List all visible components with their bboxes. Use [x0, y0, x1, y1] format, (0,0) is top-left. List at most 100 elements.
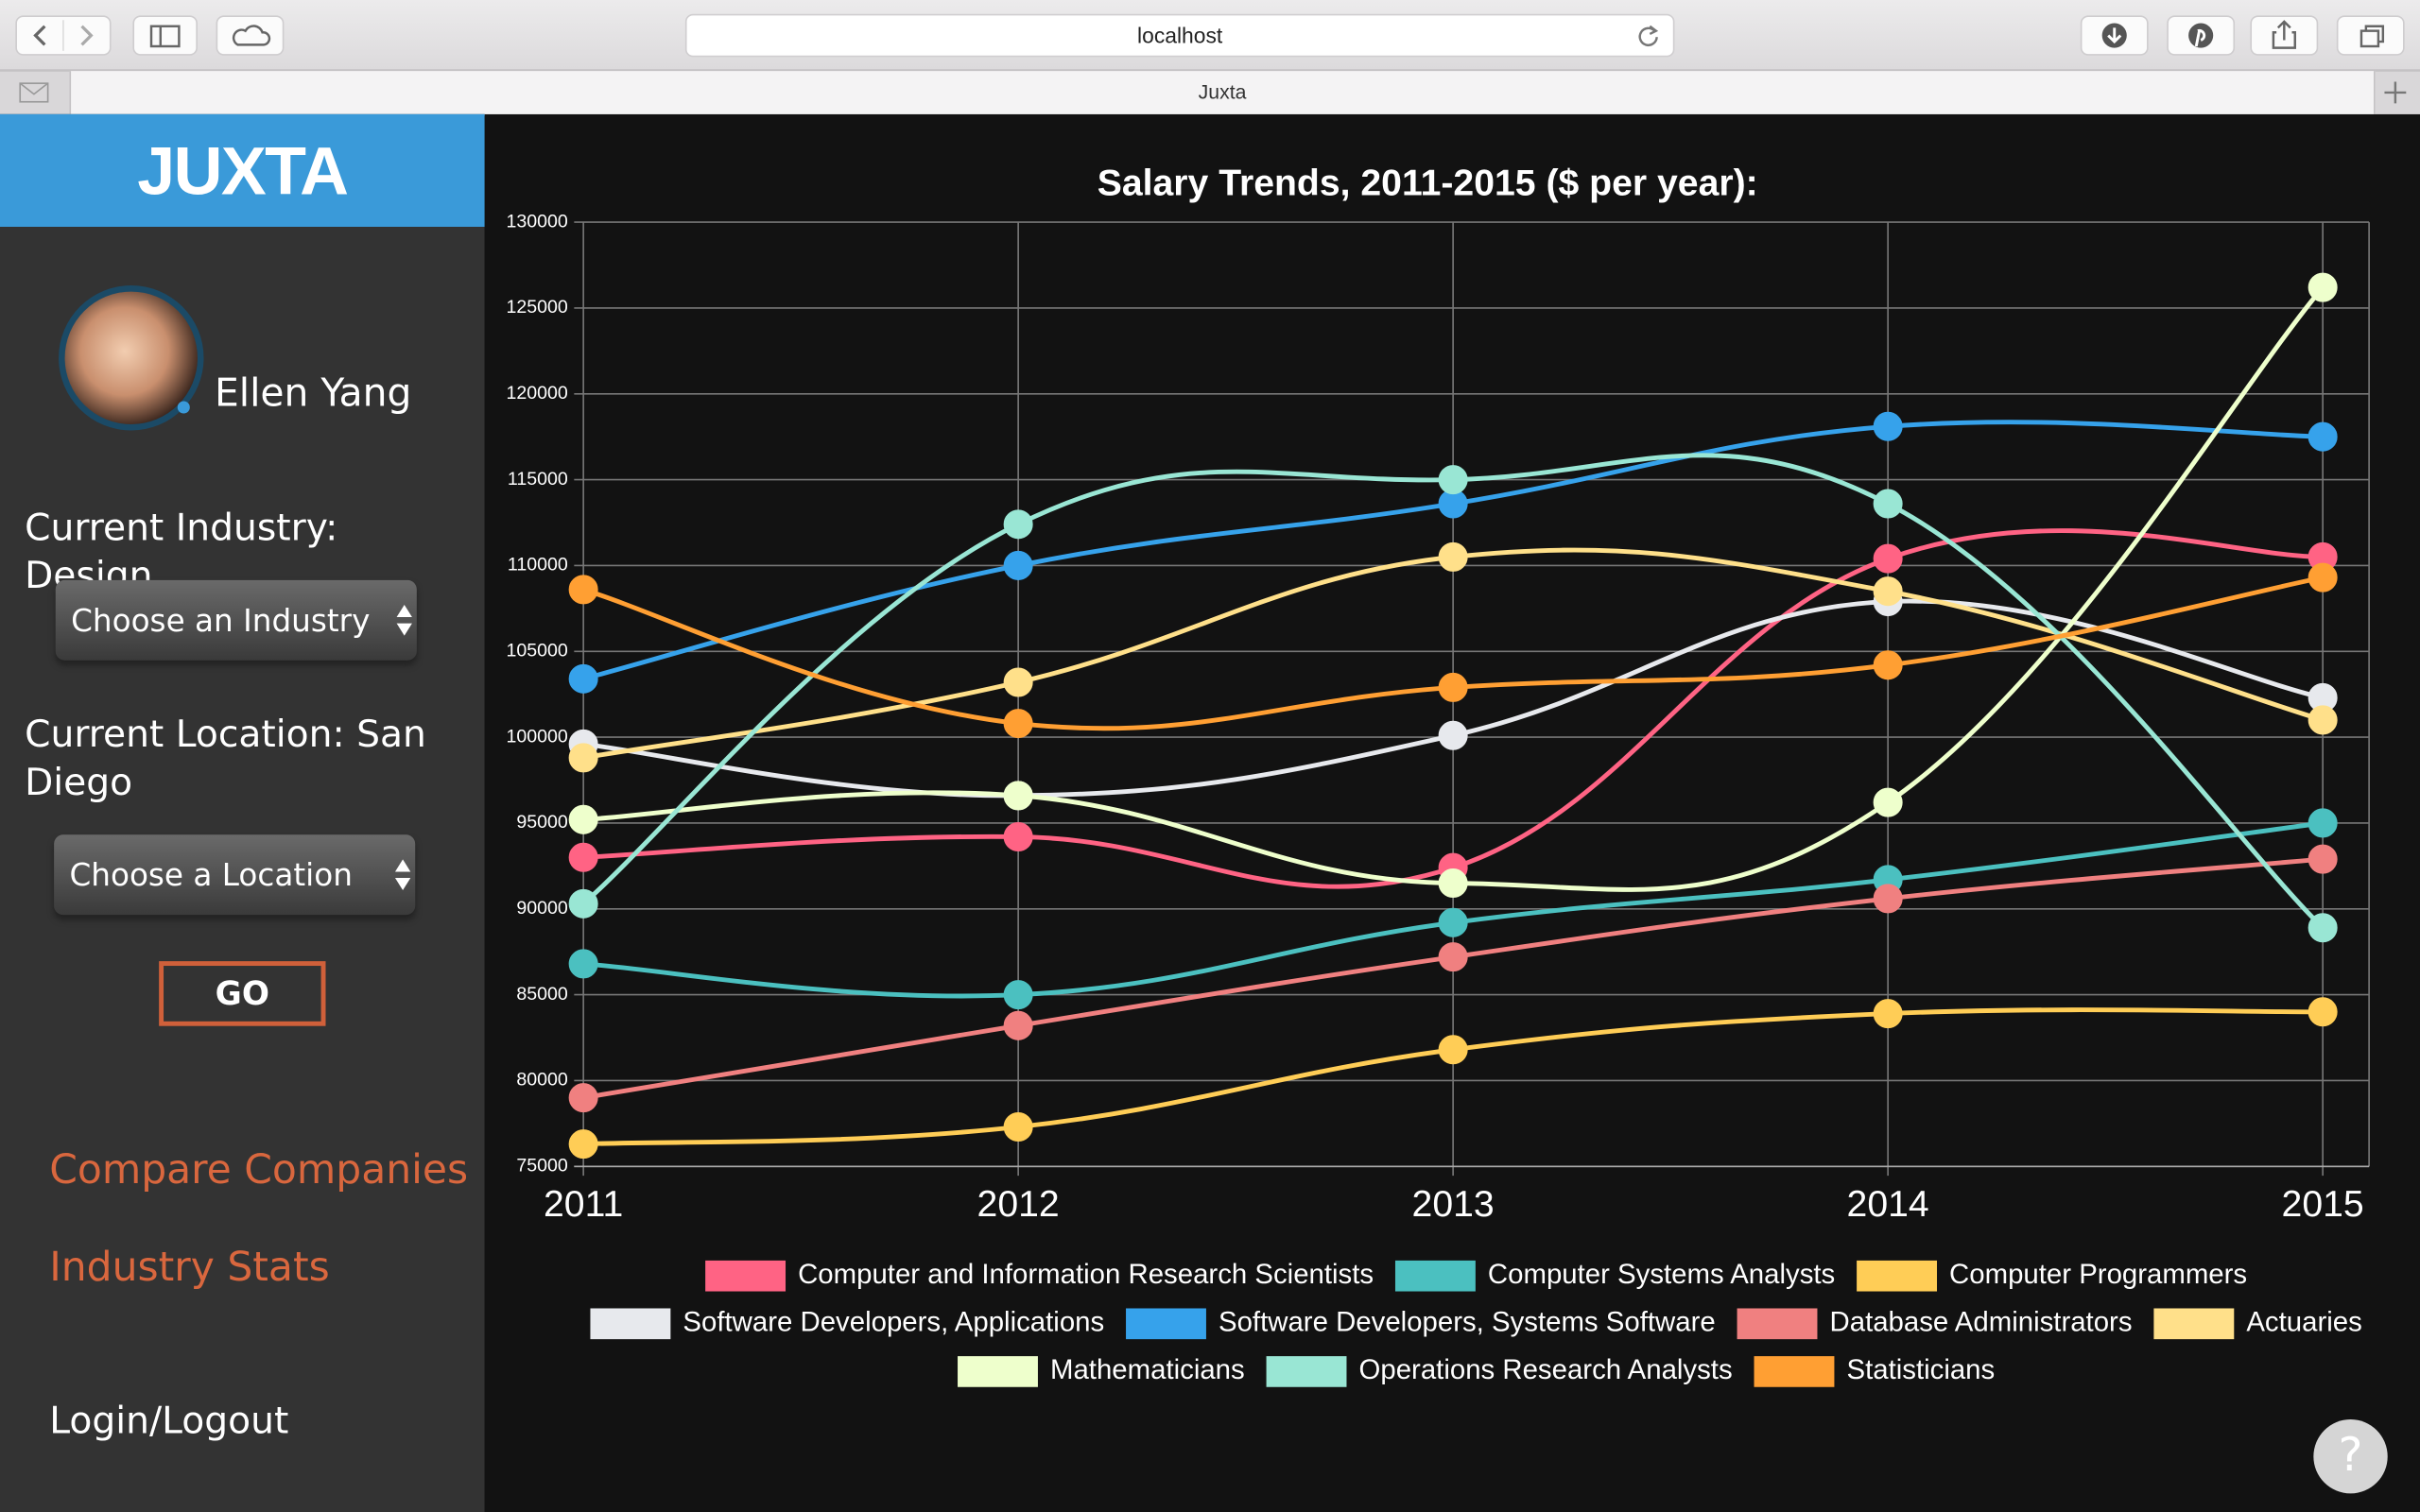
legend-item: Database Administrators: [1737, 1307, 2133, 1340]
data-point: [2308, 562, 2338, 593]
data-point: [1438, 868, 1468, 899]
legend-swatch: [1394, 1260, 1476, 1292]
avatar-photo: [64, 291, 198, 424]
legend-label: Database Administrators: [1830, 1307, 2133, 1338]
y-tick-label: 115000: [508, 469, 568, 490]
mail-icon: [19, 82, 49, 103]
location-select-text: Choose a Location: [69, 856, 353, 894]
tab[interactable]: Juxta: [69, 71, 2376, 114]
data-point: [1438, 1035, 1468, 1065]
logo[interactable]: JUXTA: [0, 113, 485, 227]
browser-toolbar: localhost: [0, 0, 2420, 72]
data-point: [1003, 550, 1033, 580]
data-point: [568, 888, 598, 919]
y-tick-label: 105000: [506, 640, 567, 661]
go-button[interactable]: GO: [159, 961, 326, 1026]
y-tick-label: 75000: [516, 1155, 568, 1176]
data-point: [568, 804, 598, 834]
data-point: [1873, 650, 1903, 680]
data-point: [2308, 421, 2338, 452]
data-point: [1438, 541, 1468, 572]
legend-item: Software Developers, Systems Software: [1126, 1307, 1716, 1340]
y-tick-label: 80000: [516, 1070, 568, 1091]
y-tick-label: 100000: [506, 726, 567, 747]
nav-link[interactable]: Industry Stats: [49, 1245, 330, 1292]
legend-label: Mathematicians: [1050, 1354, 1245, 1385]
sidebar: JUXTA Ellen Yang Current Industry: Desig…: [0, 113, 485, 1512]
data-point: [1873, 411, 1903, 441]
y-tick-label: 120000: [506, 383, 567, 404]
tabs-icon: [2360, 25, 2385, 48]
status-dot: [177, 401, 190, 414]
legend-label: Software Developers, Applications: [683, 1307, 1104, 1338]
legend-item: Computer Systems Analysts: [1394, 1259, 1835, 1292]
data-point: [2308, 997, 2338, 1027]
avatar[interactable]: [56, 281, 210, 435]
share-icon: [2272, 20, 2296, 49]
legend-label: Operations Research Analysts: [1359, 1354, 1733, 1385]
icloud-button[interactable]: [216, 15, 285, 56]
data-point: [568, 663, 598, 694]
tabs-button[interactable]: [2336, 15, 2405, 56]
x-tick-label: 2012: [977, 1184, 1060, 1225]
data-point: [1873, 576, 1903, 607]
data-point: [1438, 942, 1468, 972]
industry-select-text: Choose an Industry: [71, 601, 371, 639]
legend-item: Computer Programmers: [1857, 1259, 2247, 1292]
nav-buttons[interactable]: [15, 15, 112, 56]
data-point: [1003, 821, 1033, 851]
legend-item: Software Developers, Applications: [590, 1307, 1104, 1340]
legend-swatch: [1754, 1356, 1835, 1387]
data-point: [1438, 465, 1468, 495]
data-point: [1438, 672, 1468, 702]
downloads-button[interactable]: [2080, 15, 2149, 56]
data-point: [1003, 667, 1033, 697]
data-point: [1873, 999, 1903, 1029]
reload-icon[interactable]: [1636, 23, 1661, 47]
nav-link[interactable]: Compare Companies: [49, 1147, 469, 1194]
location-label: Current Location: San Diego: [25, 713, 426, 804]
data-point: [2308, 808, 2338, 838]
industry-select[interactable]: Choose an Industry: [55, 579, 417, 661]
legend-item: Operations Research Analysts: [1266, 1354, 1733, 1387]
location-select[interactable]: Choose a Location: [54, 834, 416, 916]
nav-icons: [33, 20, 94, 51]
legend-swatch: [2153, 1308, 2235, 1340]
y-tick-label: 90000: [516, 898, 568, 919]
y-tick-label: 125000: [506, 297, 567, 318]
data-point: [2308, 705, 2338, 735]
data-point: [1873, 787, 1903, 817]
data-point: [1438, 907, 1468, 937]
data-point: [1003, 509, 1033, 540]
data-point: [1003, 781, 1033, 811]
y-tick-label: 85000: [516, 984, 568, 1005]
legend-swatch: [590, 1308, 671, 1340]
legend-label: Computer and Information Research Scient…: [798, 1259, 1374, 1290]
pinterest-button[interactable]: [2167, 15, 2236, 56]
data-point: [2308, 913, 2338, 943]
data-point: [568, 1083, 598, 1113]
user-name: Ellen Yang: [214, 369, 412, 416]
legend-item: Actuaries: [2153, 1307, 2362, 1340]
data-point: [568, 842, 598, 872]
legend-label: Statisticians: [1846, 1354, 1995, 1385]
login-link[interactable]: Login/Logout: [49, 1399, 289, 1443]
legend-label: Actuaries: [2246, 1307, 2361, 1338]
address-bar[interactable]: localhost: [684, 13, 1675, 58]
data-point: [1003, 980, 1033, 1010]
legend-swatch: [1126, 1308, 1206, 1340]
share-button[interactable]: [2250, 15, 2319, 56]
series-line: [583, 285, 2325, 892]
sidebar-button[interactable]: [132, 15, 198, 56]
help-button[interactable]: ?: [2313, 1419, 2388, 1494]
legend-item: Statisticians: [1754, 1354, 1995, 1387]
legend-label: Computer Systems Analysts: [1488, 1259, 1835, 1290]
legend-swatch: [1857, 1260, 1938, 1292]
x-tick-label: 2013: [1412, 1184, 1495, 1225]
legend-swatch: [1737, 1308, 1818, 1340]
legend-swatch: [705, 1260, 786, 1292]
url-text: localhost: [1137, 23, 1223, 48]
data-point: [2308, 844, 2338, 874]
data-point: [1003, 1111, 1033, 1143]
new-tab-icon[interactable]: [2383, 80, 2408, 105]
